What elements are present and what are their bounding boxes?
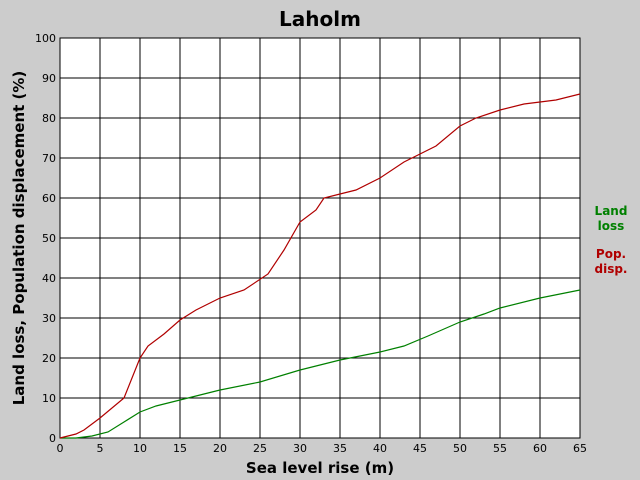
x-tick-label: 30	[293, 442, 307, 455]
y-tick-label: 0	[49, 432, 56, 445]
legend-entry-land-loss: loss	[598, 219, 625, 233]
x-tick-label: 5	[97, 442, 104, 455]
y-tick-label: 10	[42, 392, 56, 405]
y-tick-label: 90	[42, 72, 56, 85]
x-tick-label: 60	[533, 442, 547, 455]
y-tick-label: 30	[42, 312, 56, 325]
x-tick-labels: 0 5 10 15 20 25 30 35 40 45 50 55 60 65	[57, 442, 588, 455]
x-tick-label: 20	[213, 442, 227, 455]
x-tick-label: 55	[493, 442, 507, 455]
legend-entry-pop-disp: Pop.	[596, 247, 626, 261]
grid	[59, 37, 581, 439]
x-tick-label: 25	[253, 442, 267, 455]
x-tick-label: 65	[573, 442, 587, 455]
x-tick-label: 10	[133, 442, 147, 455]
y-tick-label: 40	[42, 272, 56, 285]
series-line-pop-disp	[59, 93, 581, 439]
y-tick-label: 70	[42, 152, 56, 165]
x-tick-label: 50	[453, 442, 467, 455]
y-tick-label: 20	[42, 352, 56, 365]
legend-entry-pop-disp: disp.	[595, 262, 628, 276]
legend-entry-land-loss: Land	[595, 204, 628, 218]
y-tick-label: 100	[35, 32, 56, 45]
x-tick-label: 0	[57, 442, 64, 455]
y-axis-label: Land loss, Population displacement (%)	[10, 71, 28, 406]
x-tick-label: 45	[413, 442, 427, 455]
series-lines	[59, 93, 581, 439]
y-tick-label: 80	[42, 112, 56, 125]
y-tick-label: 60	[42, 192, 56, 205]
series-line-land-loss	[60, 289, 581, 439]
x-axis-label: Sea level rise (m)	[246, 459, 394, 477]
chart-title: Laholm	[279, 7, 361, 31]
x-tick-label: 35	[333, 442, 347, 455]
x-tick-label: 40	[373, 442, 387, 455]
y-tick-label: 50	[42, 232, 56, 245]
y-tick-labels: 0 10 20 30 40 50 60 70 80 90 100	[35, 32, 56, 445]
x-tick-label: 15	[173, 442, 187, 455]
